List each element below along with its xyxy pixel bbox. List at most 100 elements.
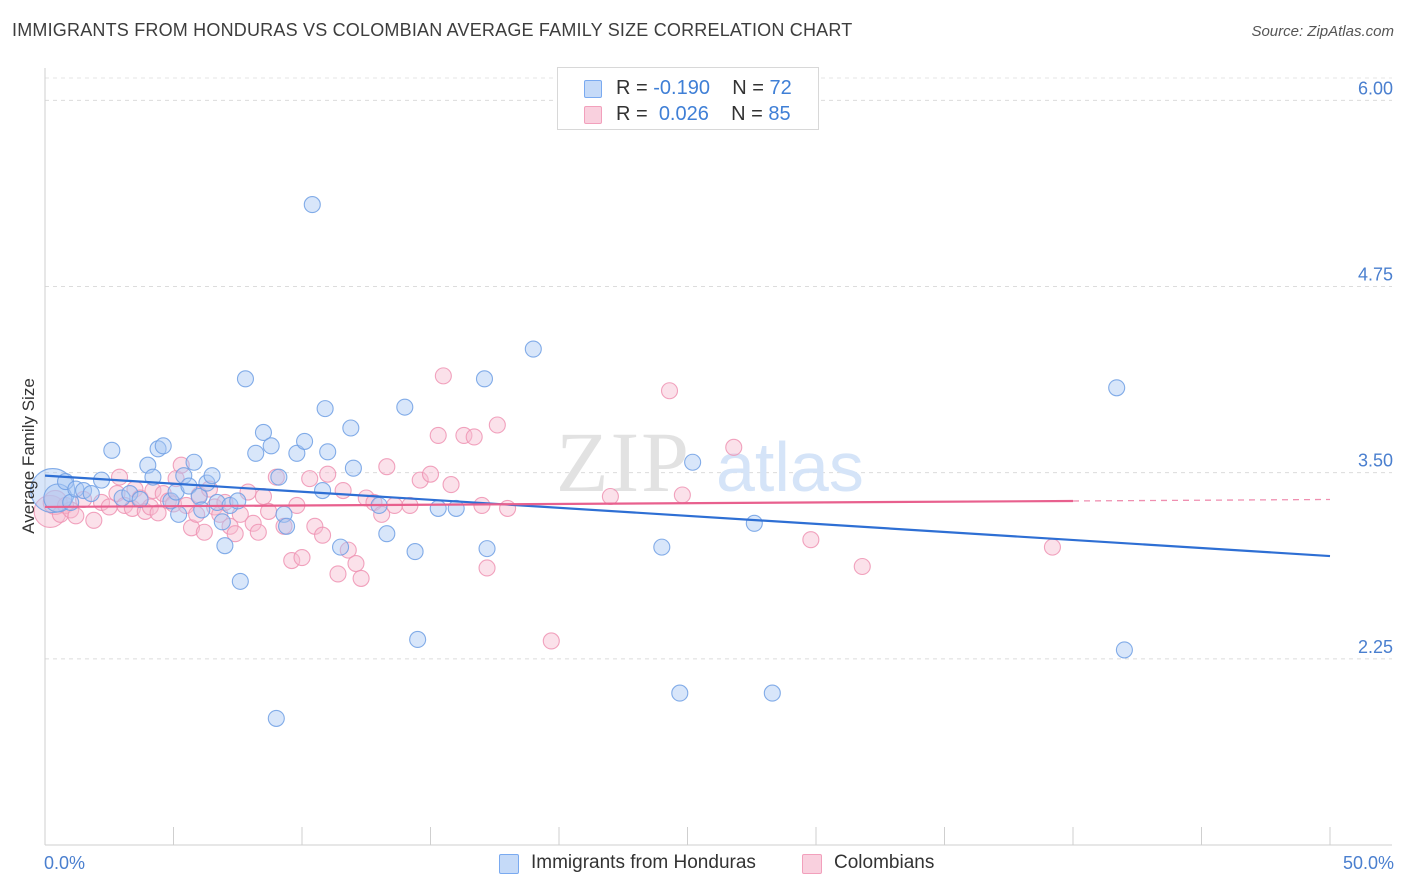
y-tick-label: 4.75 [1358, 265, 1393, 285]
r-label: R = [616, 77, 648, 99]
colombians-point [314, 526, 332, 544]
colombians-point [244, 514, 262, 532]
colombians-trend-extension [1072, 498, 1331, 502]
colombians-point [283, 551, 301, 570]
honduras-point [316, 400, 334, 418]
honduras-point [254, 423, 273, 442]
y-tick-label: 2.25 [1358, 637, 1393, 657]
honduras-point [216, 537, 234, 555]
honduras-point [270, 468, 288, 486]
x-tick-label-max: 50.0% [1343, 853, 1394, 873]
colombians-point [442, 476, 460, 494]
colombians-point [542, 632, 560, 650]
honduras-point [303, 196, 321, 214]
colombians-point [378, 458, 396, 476]
colombians-point [411, 471, 429, 489]
honduras-point [478, 540, 496, 558]
legend-swatch-pink [802, 854, 822, 874]
chart-title: IMMIGRANTS FROM HONDURAS VS COLOMBIAN AV… [12, 20, 853, 40]
colombians-point [499, 499, 517, 517]
honduras-point [247, 444, 265, 462]
honduras-point [1108, 379, 1126, 397]
r-value-honduras: -0.190 [653, 77, 710, 99]
legend-label-honduras: Immigrants from Honduras [531, 852, 756, 873]
colombians-point [802, 531, 820, 549]
colombians-point [601, 487, 619, 506]
trend-lines [44, 474, 1331, 558]
colombians-point [334, 481, 352, 500]
n-value-colombians: 85 [768, 103, 791, 125]
colombians-point [149, 504, 167, 522]
honduras-point [203, 467, 221, 485]
colombians-point [434, 367, 452, 385]
watermark-zip: ZIP [556, 414, 691, 510]
colombians-point [195, 523, 213, 541]
honduras-point [378, 525, 396, 543]
colombians-point [352, 569, 370, 587]
honduras-point [342, 419, 360, 437]
honduras-point [149, 440, 167, 458]
legend-swatch-blue [584, 80, 602, 98]
colombians-point [1043, 538, 1061, 556]
honduras-point [131, 490, 149, 509]
n-label: N = [732, 77, 764, 99]
honduras-point [319, 443, 337, 461]
x-tick-label-min: 0.0% [44, 853, 85, 873]
honduras-point [278, 517, 296, 535]
honduras-point [409, 630, 427, 649]
colombians-point [249, 523, 267, 541]
honduras-point [231, 572, 249, 590]
colombians-point [365, 493, 383, 512]
colombians-point [293, 549, 311, 567]
y-tick-label: 6.00 [1358, 78, 1393, 98]
source-credit: Source: ZipAtlas.com [1251, 23, 1394, 40]
honduras-point [193, 501, 211, 519]
honduras-point [671, 684, 689, 702]
honduras-point [314, 481, 332, 500]
n-value-honduras: 72 [769, 77, 792, 99]
r-label: R = [616, 103, 648, 125]
honduras-point [524, 340, 542, 358]
colombians-point [85, 511, 103, 529]
honduras-point [267, 709, 285, 727]
colombians-point [347, 554, 365, 573]
colombians-point [301, 470, 319, 488]
colombians-point [319, 465, 337, 483]
colombians-trend-line [44, 499, 1074, 509]
honduras-point [684, 453, 702, 471]
honduras-point [296, 432, 314, 450]
series-legend: Immigrants from Honduras Colombians [0, 852, 1406, 878]
legend-label-colombians: Colombians [834, 852, 935, 873]
colombians-point [465, 428, 483, 446]
colombians-point [421, 465, 440, 483]
legend-swatch-pink [584, 106, 602, 124]
honduras-trend-line [44, 474, 1331, 558]
colombians-point [172, 456, 190, 474]
y-axis-label: Average Family Size [19, 378, 38, 534]
honduras-point [406, 543, 424, 561]
colombians-point [853, 557, 871, 576]
honduras-point [396, 398, 414, 416]
r-value-colombians: 0.026 [658, 103, 709, 125]
y-tick-label: 3.50 [1358, 451, 1393, 471]
honduras-point [262, 437, 280, 455]
honduras-point [190, 487, 208, 506]
colombians-point [673, 486, 691, 504]
honduras-point [344, 459, 362, 477]
correlation-legend: R = -0.190 N = 72 R = 0.026 N = 85 [557, 67, 819, 130]
honduras-point [1115, 641, 1133, 659]
gridlines [45, 77, 1392, 660]
colombians-point [110, 468, 129, 486]
colombians-point [329, 565, 347, 583]
colombians-point [254, 487, 273, 506]
honduras-point [763, 684, 781, 702]
watermark: ZIP atlas [556, 414, 864, 510]
honduras-point [30, 467, 76, 514]
honduras-point [331, 538, 350, 556]
honduras-point [154, 437, 172, 455]
honduras-point [236, 370, 255, 388]
honduras-point [82, 484, 100, 503]
colombians-point [660, 382, 679, 400]
watermark-atlas: atlas [716, 428, 864, 506]
